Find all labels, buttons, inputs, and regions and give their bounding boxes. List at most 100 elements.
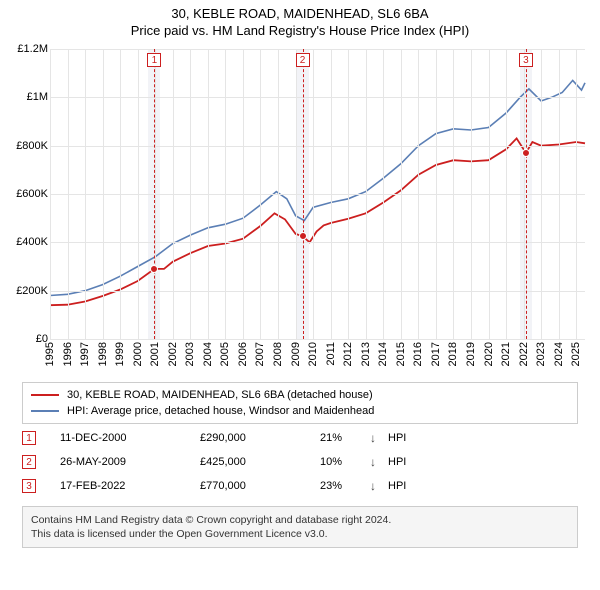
- x-axis-label: 2011: [325, 342, 337, 366]
- gridline-v: [331, 49, 332, 339]
- legend-box: 30, KEBLE ROAD, MAIDENHEAD, SL6 6BA (det…: [22, 382, 578, 424]
- gridline-v: [68, 49, 69, 339]
- data-marker: [522, 149, 530, 157]
- gridline-v: [50, 49, 51, 339]
- x-axis-label: 2017: [430, 342, 442, 366]
- highlight-badge: 1: [147, 53, 161, 67]
- x-axis-label: 2024: [553, 342, 565, 366]
- y-axis-label: £800K: [8, 140, 48, 152]
- gridline-v: [348, 49, 349, 339]
- x-axis-label: 2000: [132, 342, 144, 366]
- footer-line1: Contains HM Land Registry data © Crown c…: [31, 513, 569, 527]
- event-date: 11-DEC-2000: [60, 432, 200, 444]
- event-date: 26-MAY-2009: [60, 456, 200, 468]
- gridline-v: [471, 49, 472, 339]
- x-axis-label: 2009: [290, 342, 302, 366]
- down-arrow-icon: ↓: [370, 479, 388, 493]
- x-axis-label: 2020: [483, 342, 495, 366]
- gridline-v: [524, 49, 525, 339]
- x-axis-label: 2010: [307, 342, 319, 366]
- legend-label-hpi: HPI: Average price, detached house, Wind…: [67, 405, 374, 417]
- x-axis-label: 2006: [237, 342, 249, 366]
- gridline-v: [138, 49, 139, 339]
- x-axis-label: 2001: [149, 342, 161, 366]
- gridline-v: [225, 49, 226, 339]
- gridline-v: [190, 49, 191, 339]
- gridline-v: [401, 49, 402, 339]
- gridline-h: [50, 146, 585, 147]
- event-hpi-label: HPI: [388, 432, 406, 444]
- x-axis-label: 2023: [535, 342, 547, 366]
- gridline-v: [260, 49, 261, 339]
- gridline-h: [50, 194, 585, 195]
- series-hpi: [50, 80, 585, 295]
- event-hpi-label: HPI: [388, 456, 406, 468]
- gridline-v: [453, 49, 454, 339]
- x-axis-label: 2022: [518, 342, 530, 366]
- x-axis-label: 2016: [412, 342, 424, 366]
- gridline-v: [296, 49, 297, 339]
- event-badge: 3: [22, 479, 36, 493]
- event-date: 17-FEB-2022: [60, 480, 200, 492]
- event-row: 1 11-DEC-2000 £290,000 21% ↓ HPI: [22, 426, 578, 450]
- x-axis-label: 2015: [395, 342, 407, 366]
- gridline-v: [278, 49, 279, 339]
- gridline-h: [50, 242, 585, 243]
- x-axis-label: 2004: [202, 342, 214, 366]
- gridline-v: [120, 49, 121, 339]
- y-axis-label: £200K: [8, 285, 48, 297]
- x-axis-label: 2008: [272, 342, 284, 366]
- legend-swatch-property: [31, 394, 59, 396]
- event-pct: 23%: [320, 480, 370, 492]
- x-axis-label: 2019: [465, 342, 477, 366]
- event-pct: 10%: [320, 456, 370, 468]
- highlight-dashline: [154, 49, 155, 339]
- y-axis-label: £0: [8, 333, 48, 345]
- footer-line2: This data is licensed under the Open Gov…: [31, 527, 569, 541]
- x-axis-label: 1995: [44, 342, 56, 366]
- event-price: £290,000: [200, 432, 320, 444]
- x-axis-label: 2021: [500, 342, 512, 366]
- footer-box: Contains HM Land Registry data © Crown c…: [22, 506, 578, 548]
- y-axis-label: £600K: [8, 188, 48, 200]
- chart-container: 30, KEBLE ROAD, MAIDENHEAD, SL6 6BA Pric…: [0, 0, 600, 590]
- gridline-v: [313, 49, 314, 339]
- down-arrow-icon: ↓: [370, 455, 388, 469]
- events-table: 1 11-DEC-2000 £290,000 21% ↓ HPI 2 26-MA…: [22, 426, 578, 498]
- highlight-dashline: [303, 49, 304, 339]
- x-axis-label: 2002: [167, 342, 179, 366]
- x-axis-label: 2012: [342, 342, 354, 366]
- highlight-badge: 3: [519, 53, 533, 67]
- gridline-h: [50, 291, 585, 292]
- gridline-v: [366, 49, 367, 339]
- gridline-v: [85, 49, 86, 339]
- title-block: 30, KEBLE ROAD, MAIDENHEAD, SL6 6BA Pric…: [0, 0, 600, 42]
- gridline-v: [418, 49, 419, 339]
- event-badge: 1: [22, 431, 36, 445]
- data-marker: [299, 232, 307, 240]
- x-axis-label: 2025: [570, 342, 582, 366]
- series-property: [50, 138, 585, 305]
- event-pct: 21%: [320, 432, 370, 444]
- x-axis-label: 1998: [97, 342, 109, 366]
- x-axis-label: 2013: [360, 342, 372, 366]
- y-axis-label: £400K: [8, 236, 48, 248]
- down-arrow-icon: ↓: [370, 431, 388, 445]
- legend-row: 30, KEBLE ROAD, MAIDENHEAD, SL6 6BA (det…: [31, 387, 569, 403]
- gridline-v: [155, 49, 156, 339]
- gridline-h: [50, 97, 585, 98]
- title-sub: Price paid vs. HM Land Registry's House …: [0, 23, 600, 38]
- x-axis-label: 2018: [447, 342, 459, 366]
- event-badge: 2: [22, 455, 36, 469]
- x-axis-label: 2007: [254, 342, 266, 366]
- x-axis-label: 2005: [219, 342, 231, 366]
- x-axis-label: 1997: [79, 342, 91, 366]
- legend-label-property: 30, KEBLE ROAD, MAIDENHEAD, SL6 6BA (det…: [67, 389, 373, 401]
- plot-area: 123: [50, 49, 585, 339]
- y-axis-label: £1M: [8, 91, 48, 103]
- gridline-v: [489, 49, 490, 339]
- gridline-v: [576, 49, 577, 339]
- event-hpi-label: HPI: [388, 480, 406, 492]
- y-axis-label: £1.2M: [8, 43, 48, 55]
- gridline-v: [173, 49, 174, 339]
